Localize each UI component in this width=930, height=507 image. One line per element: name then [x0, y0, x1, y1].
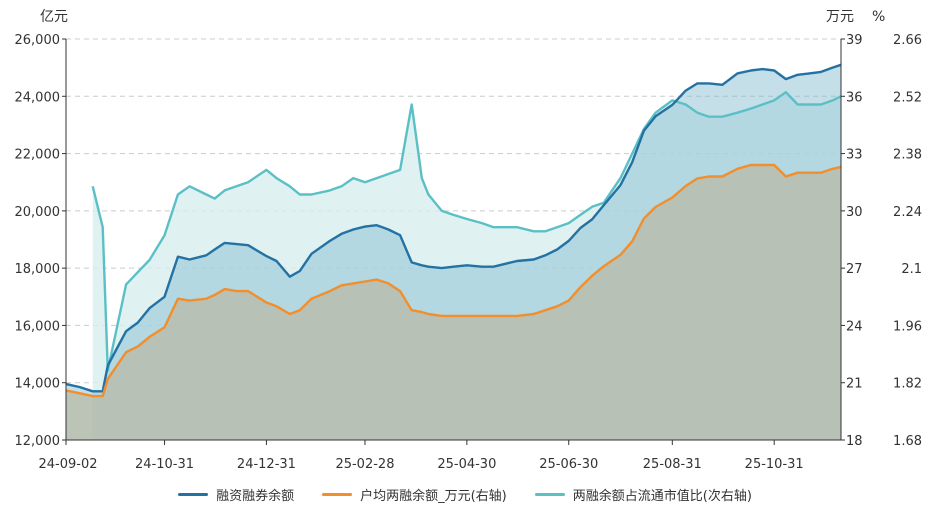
x-tick-label: 25-08-31 — [643, 457, 702, 472]
right2-tick-label: 1.96 — [893, 319, 922, 334]
x-tick-label: 25-04-30 — [437, 457, 496, 472]
x-tick-label: 24-09-02 — [38, 457, 97, 472]
right-tick-label: 27 — [846, 262, 863, 277]
line-ratio — [91, 91, 842, 372]
left-tick-label: 18,000 — [15, 262, 61, 277]
left-tick-label: 20,000 — [15, 205, 61, 220]
right-tick-label: 39 — [846, 33, 863, 48]
legend-item-per-account[interactable]: 户均两融余额_万元(右轴) — [322, 484, 507, 504]
x-tick-label: 24-10-31 — [135, 457, 194, 472]
left-tick-label: 12,000 — [15, 434, 61, 449]
legend: 融资融券余额 户均两融余额_万元(右轴) 两融余额占流通市值比(次右轴) — [0, 484, 930, 504]
x-tick-label: 25-02-28 — [335, 457, 394, 472]
x-tick-label: 25-06-30 — [539, 457, 598, 472]
left-tick-label: 24,000 — [15, 90, 61, 105]
x-tick-label: 24-12-31 — [237, 457, 296, 472]
left-tick-label: 14,000 — [15, 377, 61, 392]
legend-item-margin-balance[interactable]: 融资融券余额 — [178, 484, 294, 504]
right-tick-label: 24 — [846, 319, 863, 334]
line-margin-balance — [65, 63, 842, 393]
legend-label-per-account: 户均两融余额_万元(右轴) — [360, 488, 507, 504]
right2-tick-label: 2.52 — [893, 90, 922, 105]
line-per-account — [65, 163, 842, 398]
legend-item-ratio[interactable]: 两融余额占流通市值比(次右轴) — [534, 484, 752, 504]
legend-swatch-per-account — [322, 492, 353, 496]
right2-tick-label: 2.24 — [893, 205, 922, 220]
series-lines — [65, 63, 842, 398]
left-tick-label: 22,000 — [15, 148, 61, 163]
left-axis-unit: 亿元 — [40, 9, 68, 25]
right-tick-label: 36 — [846, 90, 863, 105]
left-tick-label: 26,000 — [15, 33, 61, 48]
right-axis-unit: 万元 — [826, 9, 854, 25]
right-tick-label: 21 — [846, 377, 863, 392]
right2-tick-label: 1.68 — [893, 434, 922, 449]
right2-tick-label: 2.66 — [893, 33, 922, 48]
left-tick-label: 16,000 — [15, 319, 61, 334]
right2-tick-label: 2.38 — [893, 148, 922, 163]
right2-tick-label: 1.82 — [893, 377, 922, 392]
series-areas — [66, 64, 841, 441]
right2-tick-label: 2.1 — [901, 262, 922, 277]
x-tick-label: 25-10-31 — [745, 457, 804, 472]
legend-swatch-margin-balance — [178, 492, 209, 496]
axis-labels: 12,000 18 1.68 14,000 21 1.82 16,000 24 1.96 18,0… — [15, 33, 923, 472]
right-tick-label: 33 — [846, 148, 863, 163]
right-tick-label: 30 — [846, 205, 863, 220]
right-tick-label: 18 — [846, 434, 863, 449]
legend-label-margin-balance: 融资融券余额 — [216, 488, 295, 504]
legend-swatch-ratio — [534, 492, 565, 496]
legend-label-ratio: 两融余额占流通市值比(次右轴) — [572, 488, 752, 504]
axes — [62, 38, 845, 445]
area-per-account — [66, 165, 841, 440]
right-axis-unit-percent: % — [872, 9, 885, 25]
